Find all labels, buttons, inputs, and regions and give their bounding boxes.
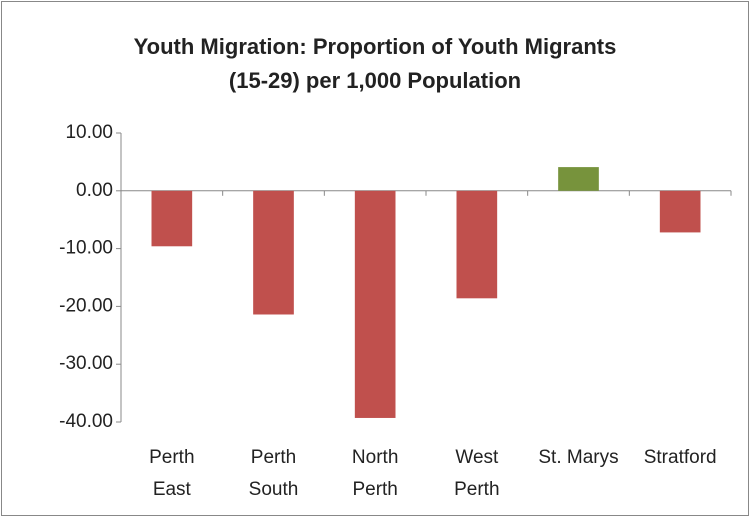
chart-title: (15-29) per 1,000 Population	[229, 68, 521, 93]
chart-title: Youth Migration: Proportion of Youth Mig…	[134, 34, 617, 59]
x-tick-label: West Perth	[454, 447, 499, 500]
x-tick-label: Stratford	[644, 447, 717, 468]
x-tick-label: St. Marys	[538, 447, 618, 468]
y-tick-label: -20.00	[59, 295, 113, 316]
bar	[558, 167, 599, 191]
y-tick-label: -40.00	[59, 411, 113, 432]
bar	[253, 190, 294, 315]
x-tick-label: Perth South	[249, 447, 299, 500]
bar	[354, 190, 396, 418]
y-tick-label: -30.00	[59, 353, 113, 374]
y-tick-label: -10.00	[59, 238, 113, 259]
x-tick-label: North Perth	[352, 447, 398, 500]
y-tick-label: 0.00	[76, 180, 113, 201]
x-tick-label: Perth East	[149, 447, 194, 500]
y-tick-label: 10.00	[65, 122, 113, 143]
bar	[456, 190, 498, 299]
bar	[659, 190, 701, 233]
bar	[151, 190, 193, 247]
